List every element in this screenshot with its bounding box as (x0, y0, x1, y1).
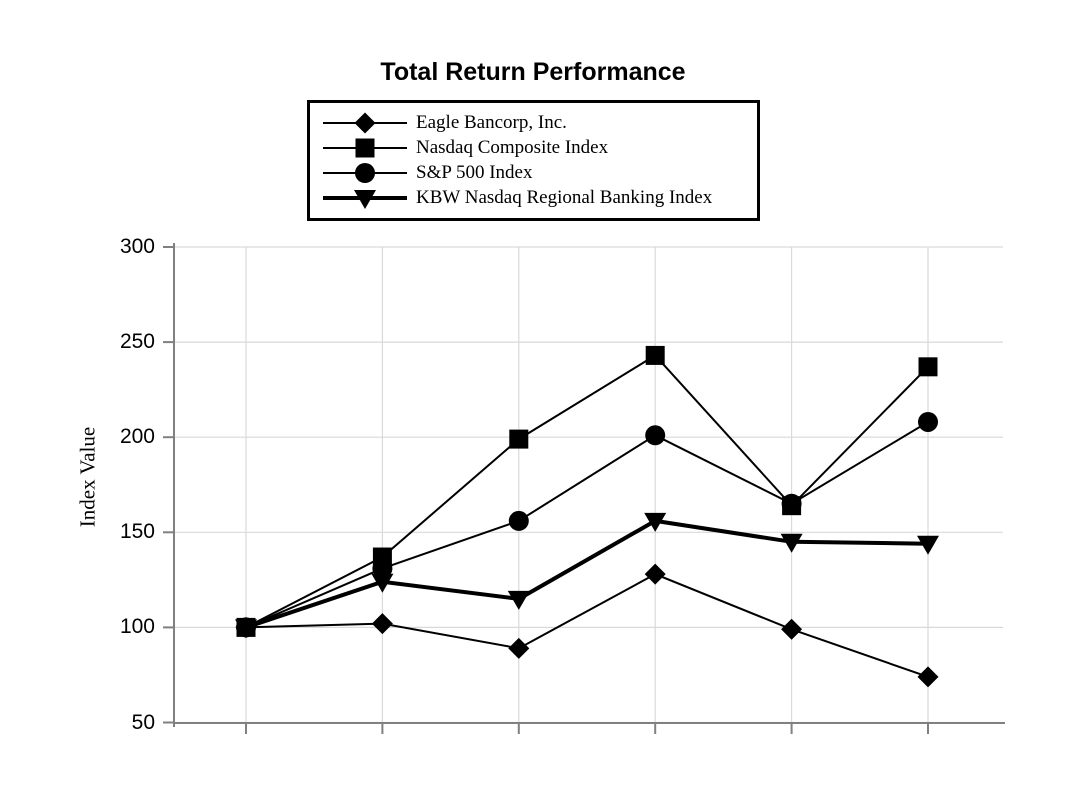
legend-item-label: KBW Nasdaq Regional Banking Index (416, 187, 713, 208)
y-tick-label: 100 (119, 615, 155, 639)
square-marker-icon (918, 357, 938, 377)
legend-item: Nasdaq Composite Index (323, 136, 751, 160)
series-line (245, 518, 929, 630)
triangle-down-marker-icon (780, 533, 803, 553)
legend-square-icon (323, 138, 407, 158)
y-tick-label: 50 (131, 710, 155, 734)
legend-triangle-down-marker-icon (354, 190, 376, 209)
y-tick-label: 200 (119, 425, 155, 449)
legend-diamond-marker-icon (354, 112, 376, 134)
square-marker-icon (645, 345, 665, 365)
legend-diamond-icon (323, 112, 407, 134)
triangle-down-marker-icon (507, 590, 530, 610)
y-tick-label: 300 (119, 235, 155, 258)
series-line (245, 573, 929, 678)
circle-marker-icon (372, 558, 393, 579)
diamond-marker-icon (508, 637, 530, 659)
legend-triangle-down-icon (323, 190, 407, 209)
y-tick-label: 150 (119, 520, 155, 544)
diamond-marker-icon (917, 666, 939, 688)
triangle-down-marker-icon (917, 535, 939, 555)
legend-square-marker-icon (355, 138, 375, 158)
legend-item: S&P 500 Index (323, 161, 751, 185)
diamond-marker-icon (644, 563, 666, 585)
circle-marker-icon (918, 411, 938, 432)
legend: Eagle Bancorp, Inc. Nasdaq Composite Inde… (307, 100, 760, 221)
legend-item-label: S&P 500 Index (416, 162, 533, 183)
legend-item-label: Eagle Bancorp, Inc. (416, 112, 567, 133)
triangle-down-marker-icon (371, 573, 394, 593)
diamond-marker-icon (371, 613, 393, 635)
series-line (245, 421, 929, 629)
legend-item: KBW Nasdaq Regional Banking Index (323, 186, 751, 210)
y-tick-label: 250 (119, 330, 155, 354)
legend-circle-icon (323, 163, 407, 183)
legend-item-label: Nasdaq Composite Index (416, 137, 609, 158)
chart-title: Total Return Performance (380, 58, 686, 86)
triangle-down-marker-icon (235, 619, 257, 639)
diamond-marker-icon (781, 618, 803, 640)
legend-circle-marker-icon (355, 163, 375, 183)
plot-svg (163, 243, 1005, 734)
legend-item: Eagle Bancorp, Inc. (323, 111, 751, 135)
circle-marker-icon (645, 425, 666, 446)
circle-marker-icon (781, 493, 802, 514)
triangle-down-marker-icon (644, 512, 667, 532)
series-line (245, 354, 929, 629)
circle-marker-icon (508, 510, 529, 531)
square-marker-icon (509, 429, 529, 449)
